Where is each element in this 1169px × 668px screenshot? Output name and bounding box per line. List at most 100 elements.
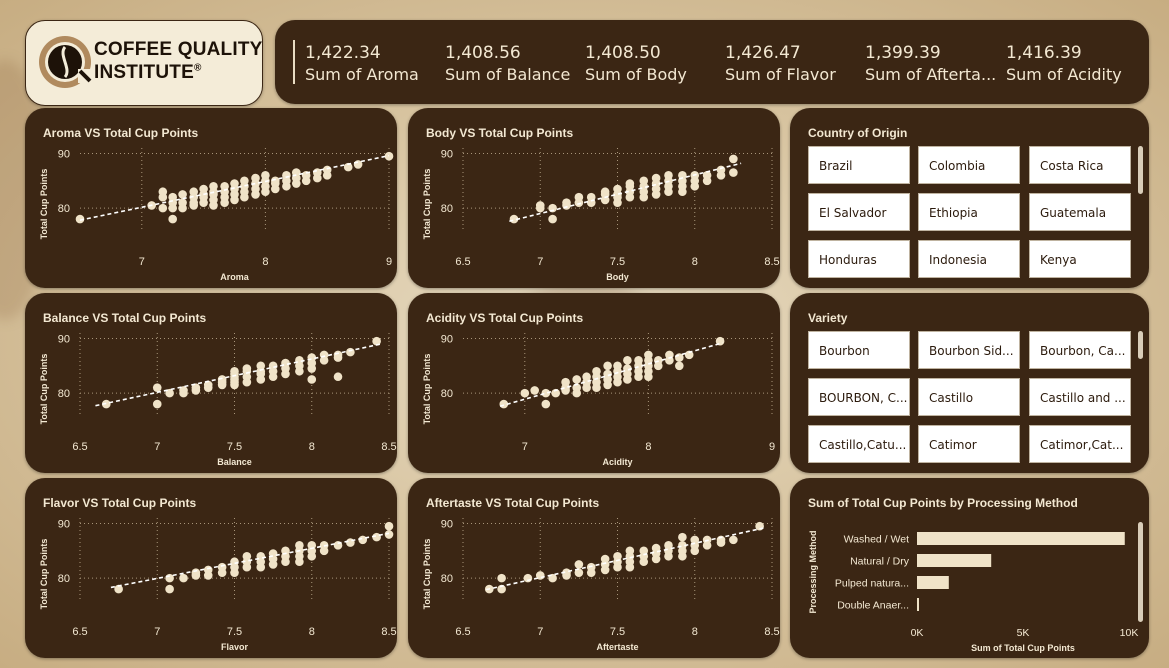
- slicer-item-variety[interactable]: Bourbon: [808, 331, 910, 369]
- scatter-point: [268, 361, 278, 371]
- scatter-point: [230, 366, 239, 376]
- x-axis-label: Sum of Total Cup Points: [971, 643, 1075, 653]
- bar: [917, 576, 949, 589]
- x-tick-label: 7: [139, 256, 145, 268]
- chart-title: Acidity VS Total Cup Points: [426, 311, 584, 325]
- scatter-point: [295, 541, 304, 550]
- kpi-label: Sum of Aroma: [305, 65, 419, 84]
- slicer-item-costa-rica[interactable]: Costa Rica: [1029, 146, 1131, 184]
- slicer-item-indonesia[interactable]: Indonesia: [918, 240, 1020, 278]
- trend-line: [110, 532, 390, 589]
- chart-panel-balance: Balance VS Total Cup Points 6.5 7 7.5 8 8.5 8…: [25, 293, 397, 473]
- x-axis-label: Acidity: [602, 457, 632, 467]
- scatter-point: [168, 192, 177, 202]
- kpi-value: 1,422.34: [305, 43, 381, 63]
- kpi-value: 1,408.50: [585, 43, 661, 63]
- scatter-point: [189, 187, 199, 197]
- scatter-chart-aftertaste[interactable]: 6.5 7 7.5 8 8.5 80 90 Aftertaste Total Cup Point…: [408, 478, 780, 658]
- scatter-point: [678, 532, 687, 542]
- chart-panel-processing-method: Sum of Total Cup Points by Processing Me…: [790, 478, 1149, 658]
- scatter-point: [178, 190, 187, 199]
- x-tick-label: 6.5: [455, 256, 470, 268]
- slicer-item-variety[interactable]: Castillo: [918, 378, 1020, 416]
- slicer-item-variety[interactable]: Castillo and ...: [1029, 378, 1131, 416]
- bar: [917, 532, 1125, 545]
- scatter-point: [270, 176, 280, 186]
- slicer-item-ethiopia[interactable]: Ethiopia: [918, 193, 1020, 231]
- scatter-point: [251, 173, 260, 183]
- bar-category-label: Double Anaer...: [837, 600, 909, 612]
- x-tick-label: 8.5: [764, 626, 779, 638]
- x-tick-label: 9: [386, 256, 392, 268]
- y-tick-label: 90: [441, 518, 453, 530]
- scatter-point: [372, 532, 381, 542]
- trend-line: [509, 162, 742, 223]
- y-tick-label: 90: [58, 333, 70, 345]
- slicer-item-honduras[interactable]: Honduras: [808, 240, 910, 278]
- scatter-chart-balance[interactable]: 6.5 7 7.5 8 8.5 80 90 Balance Total Cup Points: [25, 293, 397, 473]
- kpi-body: 1,408.50 Sum of Body: [585, 42, 687, 86]
- y-axis-label: Total Cup Points: [422, 169, 432, 240]
- scatter-chart-acidity[interactable]: 7 8 9 80 90 Acidity Total Cup Points: [408, 293, 780, 473]
- scatter-point: [551, 388, 560, 398]
- scatter-point: [240, 176, 249, 186]
- bar-category-label: Natural / Dry: [850, 556, 910, 568]
- scatter-point: [497, 573, 506, 583]
- chart-panel-acidity: Acidity VS Total Cup Points 7 8 9 80 90 Acidi…: [408, 293, 780, 473]
- scatter-point: [358, 535, 368, 545]
- chart-panel-body: Body VS Total Cup Points 6.5 7 7.5 8 8.5 80 90…: [408, 108, 780, 288]
- scatter-point: [600, 187, 610, 197]
- scatter-chart-body[interactable]: 6.5 7 7.5 8 8.5 80 90 Body Total Cup Points: [408, 108, 780, 288]
- slicer-item-variety[interactable]: Bourbon, Ca...: [1029, 331, 1131, 369]
- x-axis-label: Aftertaste: [596, 642, 638, 652]
- scatter-point: [333, 350, 343, 360]
- chart-scrollbar[interactable]: [1138, 522, 1143, 622]
- scatter-point: [675, 361, 684, 371]
- scatter-point: [639, 546, 649, 556]
- slicer-item-brazil[interactable]: Brazil: [808, 146, 910, 184]
- bar-chart-processing-method[interactable]: Washed / Wet Natural / Dry Pulped natura..…: [790, 478, 1149, 658]
- scatter-point: [520, 388, 530, 398]
- scatter-point: [230, 557, 239, 567]
- x-tick-label: 7: [537, 626, 543, 638]
- scatter-chart-aroma[interactable]: 7 8 9 80 90 Aroma Total Cup Points: [25, 108, 397, 288]
- scatter-point: [203, 380, 213, 390]
- trend-line: [79, 154, 390, 221]
- scatter-point: [623, 364, 632, 373]
- scatter-point: [384, 530, 394, 539]
- slicer-item-variety[interactable]: BOURBON, C...: [808, 378, 910, 416]
- bar: [917, 554, 992, 567]
- scatter-point: [165, 573, 174, 583]
- slicer-scrollbar[interactable]: [1138, 331, 1143, 359]
- y-tick-label: 80: [441, 388, 453, 400]
- scatter-point: [678, 541, 687, 550]
- slicer-scrollbar[interactable]: [1138, 146, 1143, 194]
- scatter-point: [178, 198, 187, 207]
- slicer-item-el-salvador[interactable]: El Salvador: [808, 193, 910, 231]
- scatter-point: [613, 551, 622, 561]
- slicer-item-variety[interactable]: Bourbon Sid...: [918, 331, 1020, 369]
- chart-title: Balance VS Total Cup Points: [43, 311, 207, 325]
- scatter-chart-flavor[interactable]: 6.5 7 7.5 8 8.5 80 90 Flavor Total Cup Points: [25, 478, 397, 658]
- x-tick-label: 10K: [1120, 627, 1139, 639]
- x-tick-label: 8.5: [381, 441, 396, 453]
- kpi-label: Sum of Acidity: [1006, 65, 1122, 84]
- slicer-item-kenya[interactable]: Kenya: [1029, 240, 1131, 278]
- scatter-point: [702, 171, 712, 180]
- scatter-point: [664, 541, 673, 550]
- scatter-point: [716, 165, 726, 175]
- chart-title: Flavor VS Total Cup Points: [43, 496, 197, 510]
- x-tick-label: 8: [692, 626, 698, 638]
- scatter-point: [179, 386, 188, 395]
- slicer-item-colombia[interactable]: Colombia: [918, 146, 1020, 184]
- slicer-country: Country of Origin Brazil Colombia Costa …: [790, 108, 1149, 288]
- slicer-item-variety[interactable]: Catimor,Cat...: [1029, 425, 1131, 463]
- slicer-item-variety[interactable]: Castillo,Catu...: [808, 425, 910, 463]
- scatter-point: [384, 521, 394, 531]
- kpi-label: Sum of Balance: [445, 65, 571, 84]
- slicer-item-variety[interactable]: Catimor: [918, 425, 1020, 463]
- kpi-value: 1,416.39: [1006, 43, 1082, 63]
- x-tick-label: 7: [154, 626, 160, 638]
- slicer-item-guatemala[interactable]: Guatemala: [1029, 193, 1131, 231]
- registered-mark: ®: [193, 62, 202, 74]
